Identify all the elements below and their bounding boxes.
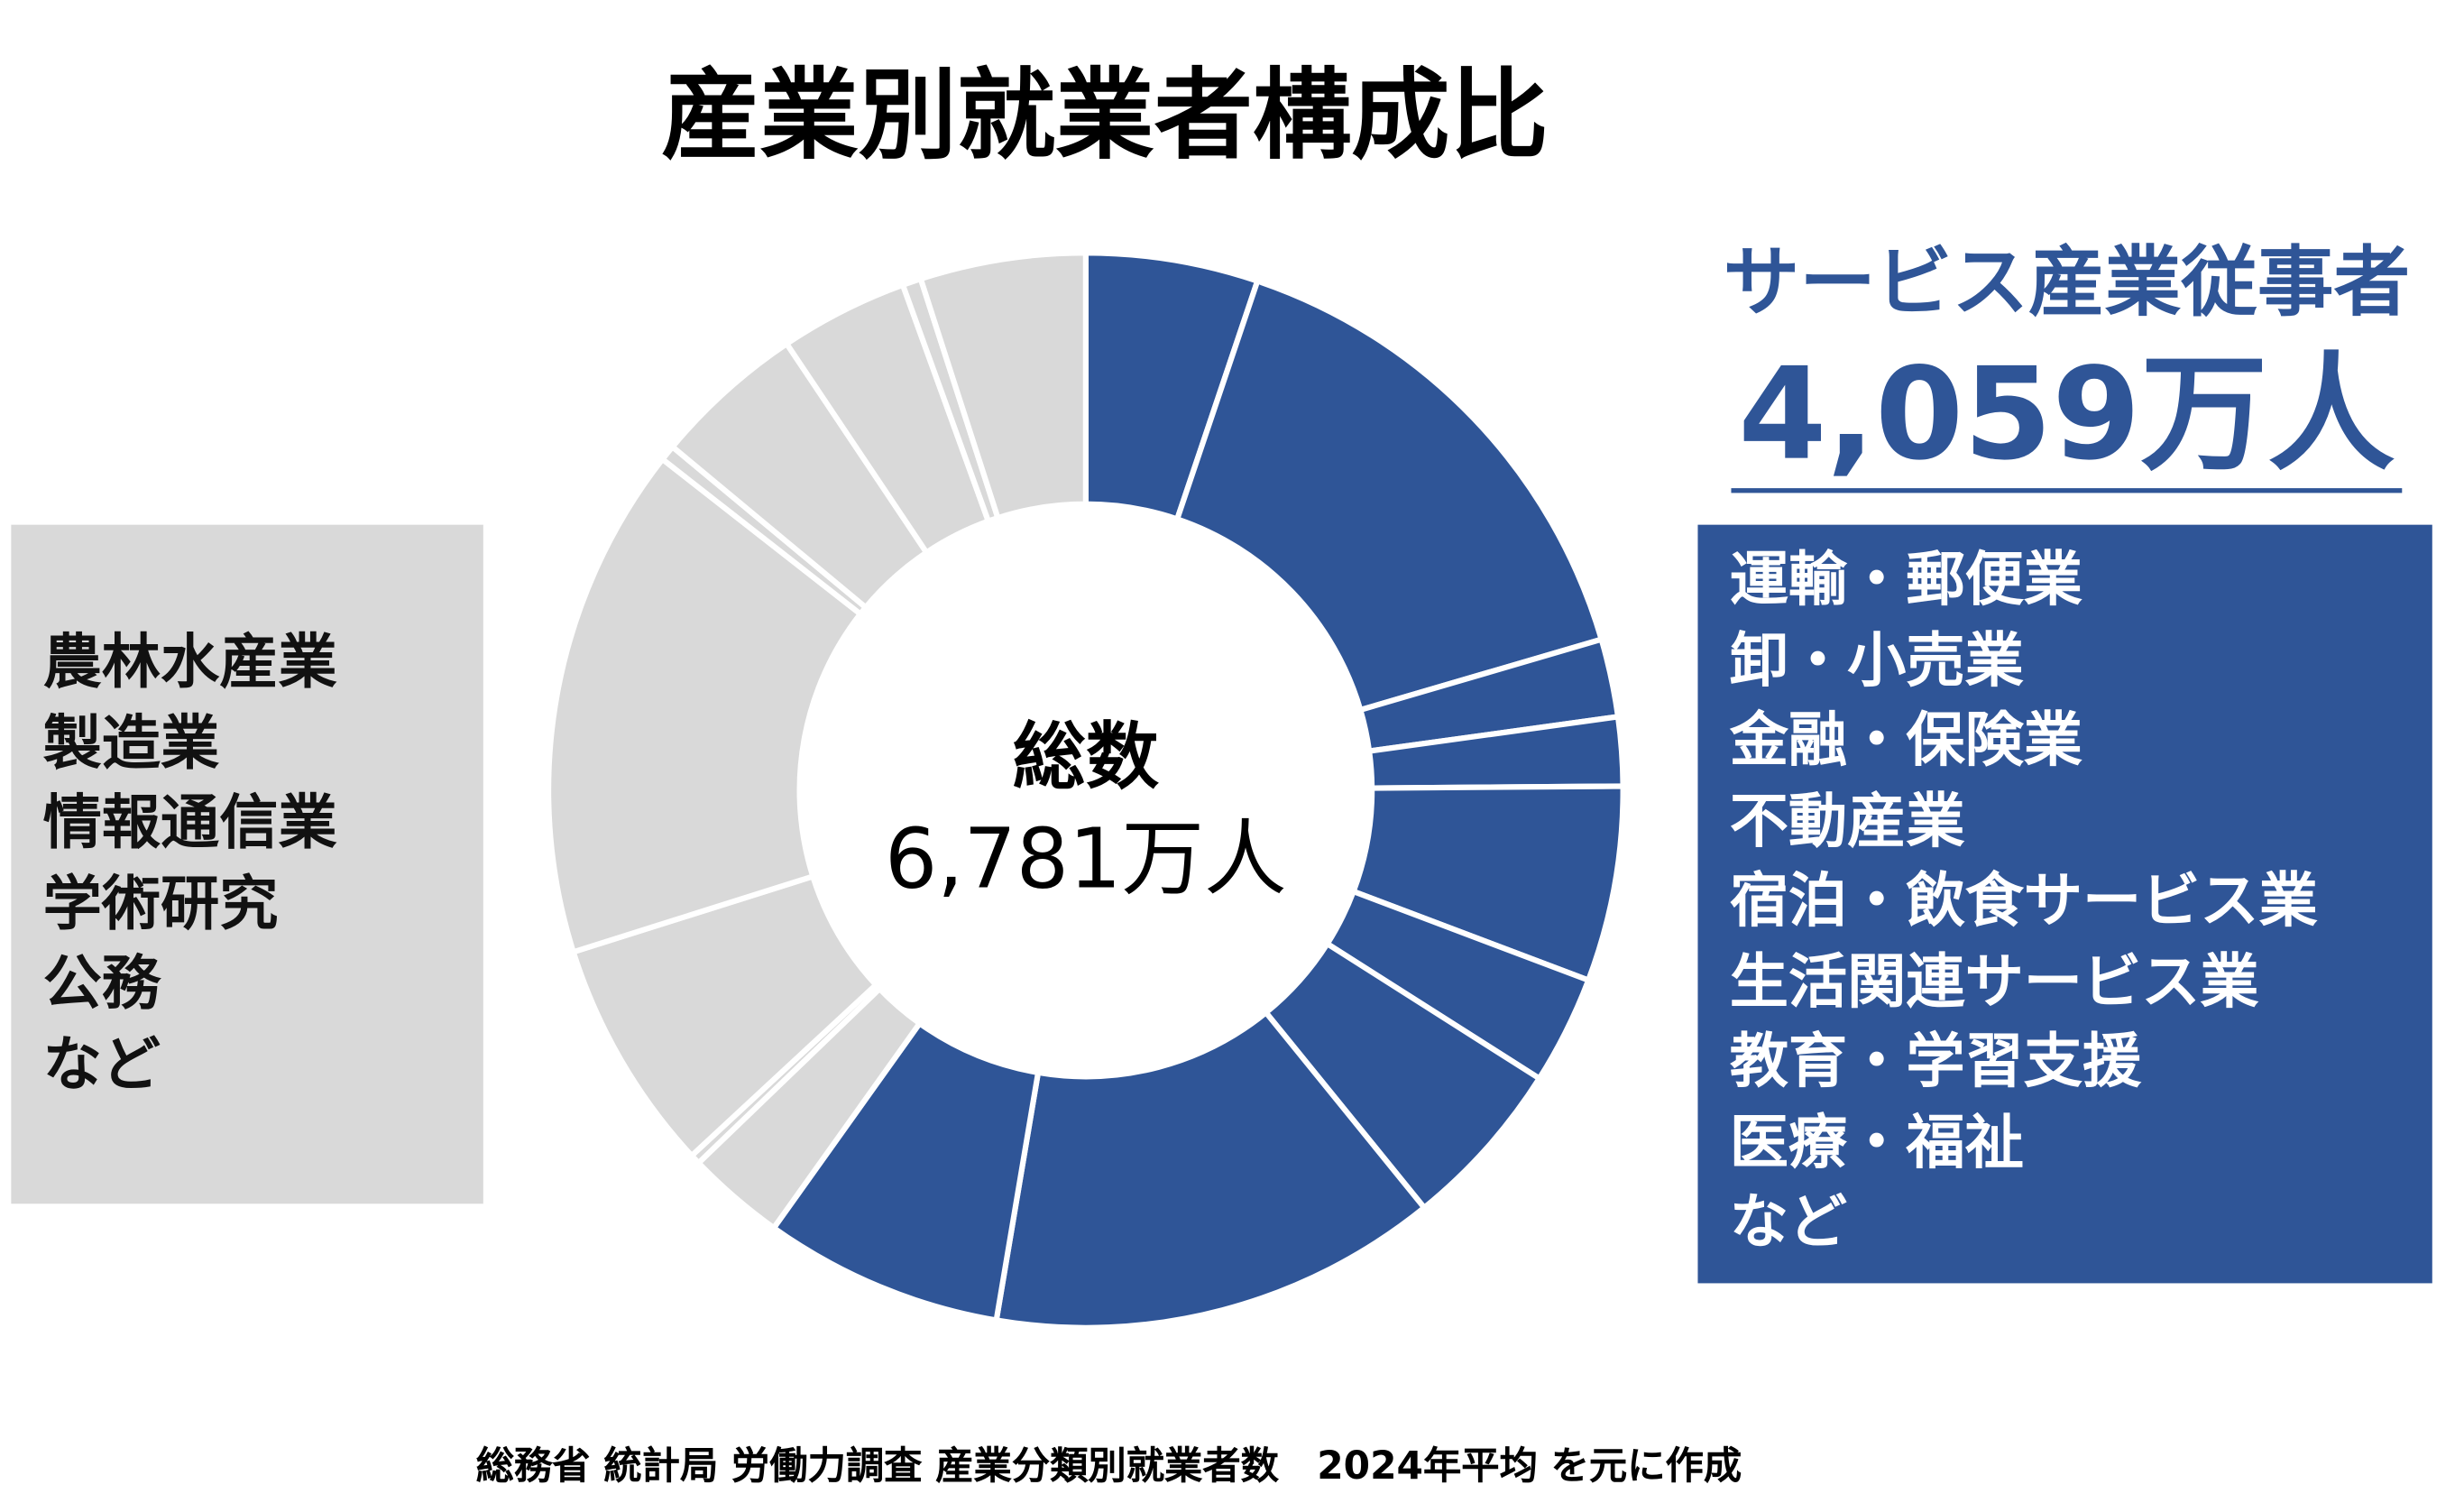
center-value: 6,781万人 [884,812,1287,908]
service-workers-value: 4,059万人 [1685,311,2448,495]
other-item: 農林水産業 [42,628,337,697]
service-item: 不動産業 [1729,786,1965,855]
source-note: 総務省 統計局 労働力調査 産業分類別就業者数 2024年平均 を元に作成 [475,1443,1742,1489]
service-item: 宿泊・飲食サービス業 [1729,866,2318,936]
donut-slice-service [1173,277,1605,714]
service-item: 卸・小売業 [1729,625,2024,695]
chart-title: 産業別就業者構成比 [661,57,1549,174]
service-item: 生活関連サービス業 [1729,946,2259,1016]
service-item: 教育・学習支援 [1729,1027,2142,1096]
other-item: 学術研究 [42,869,279,938]
other-item: 公務 [42,949,161,1019]
service-item: 医療・福祉 [1729,1107,2024,1176]
other-item: など [42,1029,161,1099]
service-workers-value-text: 4,059万人 [1732,340,2402,493]
service-industries-box: 運輸・郵便業 卸・小売業金融・保険業 不動産業宿泊・飲食サービス業 生活関連サービス業… [1697,524,2432,1284]
donut-slice-other [546,455,865,956]
other-item: 情報通信業 [42,788,337,858]
other-industries-list: 農林水産業製造業情報通信業学術研究公務など [43,623,337,1105]
center-label: 総数 [1012,714,1159,800]
service-workers-label: サービス産業従事者 [1723,238,2411,328]
other-item: 製造業 [42,708,220,778]
donut-slice-other [916,250,1089,521]
service-industries-list: 運輸・郵便業 卸・小売業金融・保険業 不動産業宿泊・飲食サービス業 生活関連サービス業… [1730,540,2318,1263]
service-item: 金融・保険業 [1729,705,2083,775]
donut-slice-service [993,1009,1429,1331]
other-industries-box: 農林水産業製造業情報通信業学術研究公務など [11,524,483,1204]
service-item: 運輸・郵便業 [1729,545,2083,614]
service-item: など [1729,1187,1848,1257]
